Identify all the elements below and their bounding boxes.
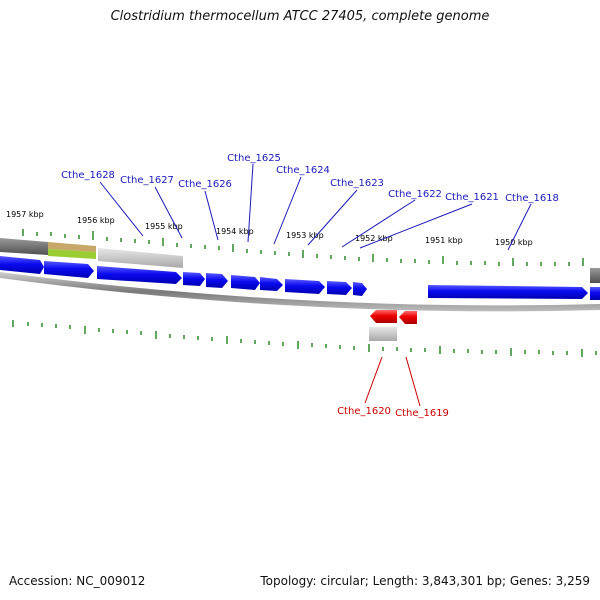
gene-label[interactable]: Cthe_1621 <box>445 192 499 203</box>
forward-leader-lines <box>99 163 532 251</box>
map-title: Clostridium thermocellum ATCC 27405, com… <box>110 9 490 24</box>
gene-label[interactable]: Cthe_1626 <box>178 179 232 190</box>
kbp-label: 1953 kbp <box>286 231 324 240</box>
forward-gene-arrow[interactable] <box>44 261 94 278</box>
forward-gene-arrow[interactable] <box>590 287 600 300</box>
feature-block <box>590 268 600 283</box>
reverse-gene-track <box>369 310 417 341</box>
accession-label: Accession: NC_009012 <box>9 574 146 588</box>
gene-label[interactable]: Cthe_1619 <box>395 408 449 419</box>
kbp-label: 1951 kbp <box>425 236 463 245</box>
forward-gene-arrow[interactable] <box>353 282 367 296</box>
forward-gene-arrow[interactable] <box>285 279 325 294</box>
forward-gene-arrow[interactable] <box>260 277 283 291</box>
gene-label[interactable]: Cthe_1624 <box>276 165 330 176</box>
feature-block <box>98 248 183 268</box>
genome-backbone <box>0 272 600 312</box>
kbp-label: 1957 kbp <box>6 210 44 219</box>
gene-label[interactable]: Cthe_1625 <box>227 153 281 164</box>
gene-label[interactable]: Cthe_1627 <box>120 175 174 186</box>
reverse-gene-arrow[interactable] <box>399 311 417 324</box>
lower-tick-track <box>12 320 597 357</box>
forward-gene-arrow[interactable] <box>327 281 352 295</box>
kbp-label: 1954 kbp <box>216 227 254 236</box>
forward-gene-arrow[interactable] <box>206 273 228 288</box>
forward-gene-arrow[interactable] <box>97 266 182 284</box>
feature-block <box>48 249 96 259</box>
forward-gene-arrow[interactable] <box>183 272 205 286</box>
kbp-label: 1950 kbp <box>495 238 533 247</box>
forward-gene-track <box>0 256 600 300</box>
gene-label[interactable]: Cthe_1623 <box>330 178 384 189</box>
forward-gene-arrow[interactable] <box>231 275 260 290</box>
forward-gene-arrow[interactable] <box>0 256 44 274</box>
gene-label[interactable]: Cthe_1618 <box>505 193 559 204</box>
feature-block <box>0 238 48 255</box>
gene-label[interactable]: Cthe_1620 <box>337 406 391 417</box>
gene-label[interactable]: Cthe_1622 <box>388 189 442 200</box>
reverse-gene-arrow[interactable] <box>370 310 397 323</box>
upper-tick-track <box>22 229 584 266</box>
reverse-leader-lines <box>364 356 421 407</box>
feature-block <box>48 242 96 252</box>
forward-gene-arrow[interactable] <box>428 285 588 299</box>
genome-summary: Topology: circular; Length: 3,843,301 bp… <box>260 574 590 588</box>
kbp-label: 1956 kbp <box>77 216 115 225</box>
kbp-label: 1955 kbp <box>145 222 183 231</box>
gene-label[interactable]: Cthe_1628 <box>61 170 115 181</box>
feature-block <box>369 327 397 341</box>
feature-track <box>0 238 600 283</box>
kbp-label: 1952 kbp <box>355 234 393 243</box>
